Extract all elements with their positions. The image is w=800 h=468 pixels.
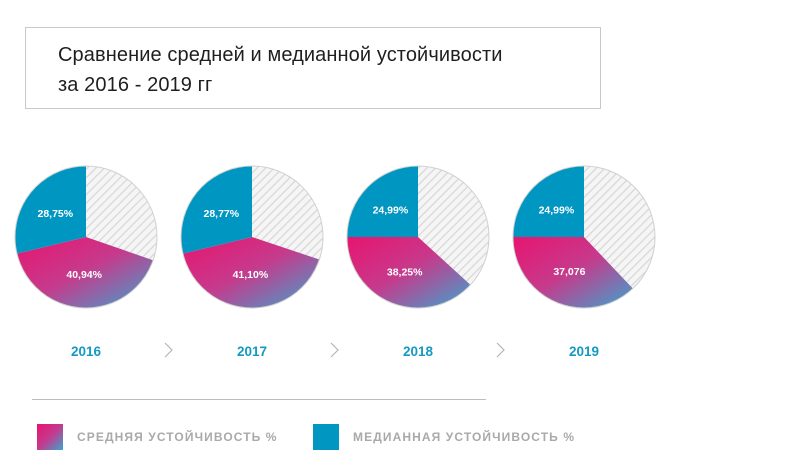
year-label-2016: 2016 <box>71 344 102 359</box>
pie-remainder-slice-2016 <box>86 166 157 261</box>
legend-label-median: МЕДИАННАЯ УСТОЙЧИВОСТЬ % <box>353 430 576 444</box>
pie-remainder-slice-2018 <box>418 166 489 285</box>
pie-mean-label-2019: 37,076 <box>553 266 585 278</box>
chart-title-box: Сравнение средней и медианной устойчивос… <box>25 27 601 109</box>
chevron-right-icon <box>496 342 505 358</box>
pie-2018: 24,99% 38,25% 2018 <box>346 165 490 359</box>
pie-2016: 28,75% 40,94% 2016 <box>14 165 158 359</box>
pie-remainder-slice-2017 <box>252 166 323 260</box>
pie-outline-2017 <box>180 165 324 309</box>
chart-title-line-2: за 2016 - 2019 гг <box>58 74 213 96</box>
pie-mean-slice-2017 <box>182 237 320 308</box>
pie-2019: 24,99% 37,076 2019 <box>512 165 656 359</box>
pie-median-label-2016: 28,75% <box>37 208 73 220</box>
pie-median-slice-2016 <box>14 166 86 254</box>
chart-title-line-1: Сравнение средней и медианной устойчивос… <box>58 44 503 66</box>
chevron-right-icon <box>330 342 339 358</box>
year-label-2018: 2018 <box>403 344 434 359</box>
pie-median-slice-2018 <box>347 166 418 237</box>
pie-median-label-2019: 24,99% <box>539 204 575 216</box>
pie-median-label-2018: 24,99% <box>373 204 409 216</box>
chevron-right-icon <box>164 342 173 358</box>
pie-mean-label-2017: 41,10% <box>233 269 269 281</box>
pie-outline-2018 <box>346 165 490 309</box>
pie-median-label-2017: 28,77% <box>203 208 239 220</box>
legend-divider <box>32 399 486 400</box>
pie-2017: 28,77% 41,10% 2017 <box>180 165 324 359</box>
pie-mean-slice-2016 <box>16 237 154 308</box>
pie-mean-slice-2018 <box>346 236 471 308</box>
pie-median-slice-2017 <box>180 166 252 254</box>
pie-median-slice-2019 <box>513 166 584 237</box>
legend-label-mean: СРЕДНЯЯ УСТОЙЧИВОСТЬ % <box>77 430 278 444</box>
legend-swatch-mean <box>37 424 63 450</box>
pie-mean-label-2016: 40,94% <box>66 269 102 281</box>
pie-outline-2016 <box>14 165 158 309</box>
pie-remainder-slice-2019 <box>584 166 655 289</box>
year-label-2017: 2017 <box>237 344 267 359</box>
pie-outline-2019 <box>512 165 656 309</box>
legend-swatch-median <box>313 424 339 450</box>
pie-mean-label-2018: 38,25% <box>387 266 423 278</box>
year-label-2019: 2019 <box>569 344 599 359</box>
pie-mean-slice-2019 <box>513 236 633 308</box>
